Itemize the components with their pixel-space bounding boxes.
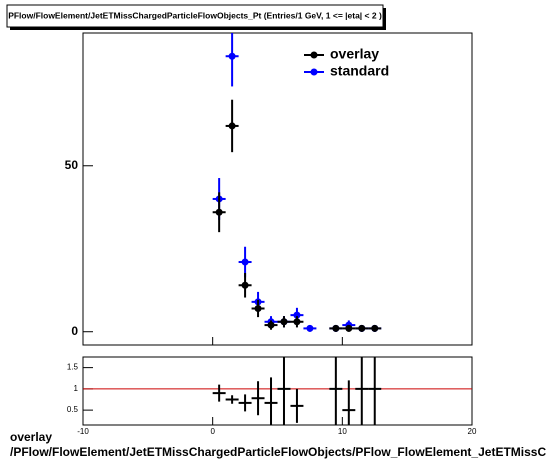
data-point: [371, 324, 379, 332]
y-tick-label: 0.5: [67, 405, 79, 414]
data-point: [306, 324, 314, 332]
y-tick-label: 0: [71, 324, 78, 338]
data-point: [215, 208, 223, 216]
data-point: [241, 258, 249, 266]
x-tick-label: -10: [77, 427, 89, 436]
x-label: /PFlow/FlowElement/JetETMissChargedParti…: [10, 445, 546, 459]
data-point: [293, 311, 301, 319]
x-tick-label: 20: [468, 427, 477, 436]
legend-label: standard: [330, 63, 389, 79]
legend-label: overlay: [330, 46, 379, 62]
legend-marker: [310, 51, 318, 59]
data-point: [332, 324, 340, 332]
y-tick-label: 1.5: [67, 363, 79, 372]
data-point: [241, 281, 249, 289]
y-tick-label: 1: [74, 384, 79, 393]
data-point: [254, 304, 262, 312]
data-point: [293, 318, 301, 326]
chart-title: PFlow/FlowElement/JetETMissChargedPartic…: [8, 10, 382, 20]
x-tick-label: 0: [210, 427, 215, 436]
data-point: [228, 52, 236, 60]
plot-area: [212, 33, 382, 332]
legend-marker: [310, 68, 318, 76]
main-frame: [82, 32, 473, 346]
data-point: [345, 324, 353, 332]
plot-area: [83, 357, 472, 425]
title-box: [6, 4, 384, 28]
data-point: [358, 324, 366, 332]
data-point: [280, 318, 288, 326]
data-point: [228, 122, 236, 130]
ratio-frame: [82, 356, 473, 426]
data-point: [267, 321, 275, 329]
y-tick-label: 50: [65, 158, 79, 172]
x-tick-label: 10: [338, 427, 347, 436]
x-label: overlay: [10, 430, 52, 444]
